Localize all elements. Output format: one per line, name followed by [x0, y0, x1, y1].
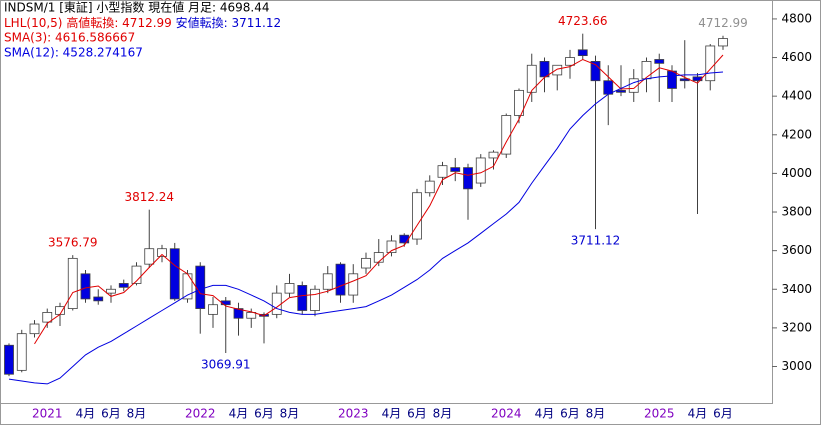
candle-body [80, 273, 91, 300]
x-tick-label: 2021 [32, 407, 63, 421]
x-tick-label: 8月 [586, 407, 606, 421]
y-tick-label: 3600 [781, 243, 812, 257]
candle-body [157, 248, 167, 257]
candle-body [399, 234, 410, 244]
candle-body [514, 89, 524, 116]
x-tick-label: 4月 [688, 407, 708, 421]
annotation: 3812.24 [124, 190, 174, 204]
candle-body [488, 151, 499, 159]
candle-body [463, 167, 473, 190]
y-tick-label: 4800 [781, 11, 812, 25]
candle-body [577, 49, 588, 57]
header: INDSM/1 [東証] 小型指数 現在値 月足: 4698.44 [4, 0, 270, 15]
x-tick-label: 4月 [382, 407, 402, 421]
candle-body [667, 70, 677, 89]
candle-body [16, 333, 27, 371]
candle-body [603, 80, 614, 95]
x-tick-label: 2022 [185, 407, 216, 421]
candle-body [118, 283, 129, 288]
candle-body [335, 263, 346, 296]
y-tick-label: 4000 [781, 166, 812, 180]
x-tick-label: 6月 [254, 407, 274, 421]
candle-body [284, 283, 295, 294]
lhl-high: 高値転換: 4712.99 [66, 15, 171, 30]
candle-body [628, 78, 639, 93]
candle-body [208, 304, 218, 315]
candle-body [310, 288, 320, 311]
x-tick-label: 2024 [491, 407, 522, 421]
candle-body [220, 300, 231, 306]
candle-body [386, 240, 397, 253]
lhl-low: 安値転換: 3711.12 [176, 15, 281, 30]
candle-body [271, 292, 282, 315]
candle-body [195, 265, 206, 309]
candle-body [4, 344, 14, 375]
x-tick-label: 8月 [127, 407, 147, 421]
y-tick-label: 3400 [781, 282, 812, 296]
x-tick-label: 2023 [338, 407, 369, 421]
x-tick-label: 6月 [101, 407, 121, 421]
sma-line [8, 71, 724, 385]
candle-body [106, 288, 116, 294]
lhl-label: LHL(10,5) [4, 16, 62, 30]
x-tick-label: 8月 [280, 407, 300, 421]
candle-body [42, 312, 53, 323]
candle-body [526, 64, 537, 93]
candle-body [616, 89, 626, 93]
x-tick-label: 6月 [407, 407, 427, 421]
candle-body [641, 61, 652, 80]
candle-body [144, 248, 155, 265]
sma-line [34, 54, 724, 345]
candle-body [475, 157, 486, 184]
candle-body [450, 167, 461, 172]
candle-body [654, 59, 665, 64]
annotation: 3069.91 [201, 358, 251, 372]
x-tick-label: 8月 [433, 407, 453, 421]
candle-body [67, 257, 78, 309]
candle-body [246, 312, 257, 319]
candle-body [590, 61, 601, 82]
x-tick-label: 4月 [76, 407, 96, 421]
legend-entry: SMA(12): 4528.274167 [4, 46, 143, 60]
x-tick-label: 2025 [644, 407, 675, 421]
candle-body [437, 165, 448, 178]
annotation: 3576.79 [48, 236, 98, 250]
candle-body [348, 273, 359, 296]
candle-body [424, 180, 435, 194]
candle-body [93, 296, 104, 302]
candle-body [718, 38, 728, 47]
y-tick-label: 3800 [781, 205, 812, 219]
x-tick-label: 4月 [229, 407, 249, 421]
plot-frame [0, 0, 773, 404]
x-tick-label: 6月 [713, 407, 733, 421]
y-tick-label: 3000 [781, 359, 812, 373]
y-tick-label: 3200 [781, 320, 812, 334]
candle-body [373, 252, 384, 263]
candle-body [322, 273, 333, 290]
candle-body [55, 306, 65, 315]
x-tick-label: 6月 [560, 407, 580, 421]
candle-body [412, 192, 422, 240]
candle-body [565, 57, 575, 66]
legend-entry: SMA(3): 4616.586667 [4, 31, 135, 45]
candle-body [297, 285, 308, 311]
y-tick-label: 4200 [781, 127, 812, 141]
x-tick-label: 4月 [535, 407, 555, 421]
candle-body [131, 265, 142, 284]
candle-body [705, 45, 716, 82]
candle-body [233, 308, 244, 319]
candle-body [29, 323, 40, 335]
candle-body [539, 61, 550, 78]
annotation: 4723.66 [558, 14, 608, 28]
y-tick-label: 4600 [781, 50, 812, 64]
candle-body [169, 248, 180, 300]
y-tick-label: 4400 [781, 89, 812, 103]
candle-body [361, 257, 371, 269]
annotation: 4712.99 [698, 16, 748, 30]
candle-body [552, 64, 563, 76]
annotation: 3711.12 [571, 234, 621, 248]
lhl-legend: LHL(10,5) 高値転換: 4712.99 安値転換: 3711.12 [4, 15, 281, 30]
